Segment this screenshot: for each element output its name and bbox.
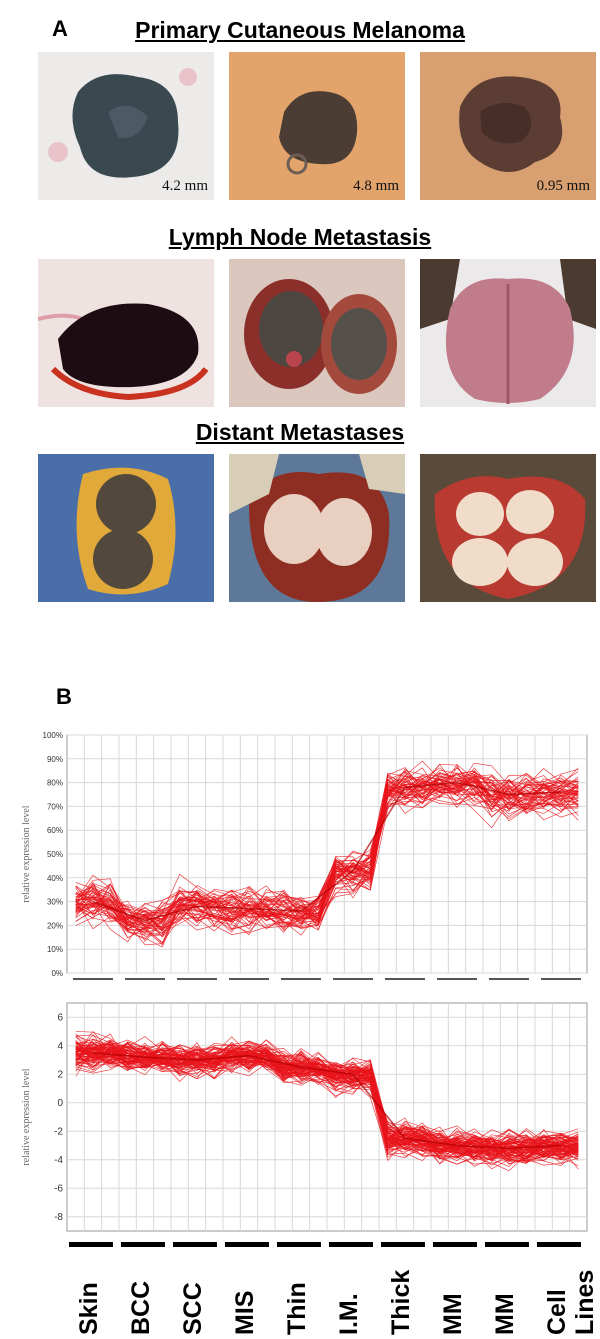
profile-line bbox=[75, 778, 579, 936]
profile-line bbox=[75, 1044, 579, 1161]
group-bar bbox=[69, 1242, 113, 1247]
photo-distant-2 bbox=[229, 454, 405, 602]
x-group-label: Thin bbox=[283, 1282, 311, 1335]
photo-distant-3-image bbox=[420, 454, 596, 602]
panel-a-letter: A bbox=[52, 16, 68, 41]
photo-lymph-3 bbox=[420, 259, 596, 407]
photo-lymph-1-image bbox=[38, 259, 214, 407]
photo-primary-2-image bbox=[229, 52, 405, 200]
profile-line bbox=[75, 790, 579, 948]
x-group-label: BCC bbox=[127, 1280, 155, 1335]
profile-line bbox=[75, 1035, 579, 1152]
y-axis-label: relative expression level bbox=[21, 1068, 32, 1165]
profile-line bbox=[75, 778, 579, 929]
chart-bottom-svg: 6 4 2 0 -2 -4 -6 -8 relative expression level bbox=[21, 1002, 588, 1232]
y-axis-label: relative expression level bbox=[21, 805, 32, 902]
photo-lymph-3-image bbox=[420, 259, 596, 407]
photo-distant-2-image bbox=[229, 454, 405, 602]
photo-lymph-2 bbox=[229, 259, 405, 407]
group-bar bbox=[173, 1242, 217, 1247]
photo-primary-1: 4.2 mm bbox=[38, 52, 214, 200]
y-tick-label: 100% bbox=[43, 731, 63, 740]
y-tick-label: 0 bbox=[57, 1098, 63, 1109]
section-title-primary: Primary Cutaneous Melanoma bbox=[135, 17, 465, 43]
y-tick-label: 80% bbox=[47, 779, 63, 788]
thickness-label-1: 4.2 mm bbox=[162, 178, 208, 194]
group-bar bbox=[225, 1242, 269, 1247]
y-tick-label: 4 bbox=[57, 1041, 63, 1052]
x-group-label: SCC bbox=[179, 1282, 207, 1335]
y-tick-label: 50% bbox=[47, 850, 63, 859]
chart-top-svg: 0% 10% 20% 30% 40% 50% 60% 70% 80% 90% 100% relativ… bbox=[21, 731, 588, 980]
y-tick-label: -8 bbox=[54, 1212, 63, 1223]
thickness-label-2: 4.8 mm bbox=[353, 178, 399, 194]
photo-primary-3: 0.95 mm bbox=[420, 52, 596, 200]
profile-line bbox=[75, 763, 579, 926]
y-tick-label: 60% bbox=[47, 826, 63, 835]
y-tick-label: -4 bbox=[54, 1155, 63, 1166]
profile-line bbox=[75, 1042, 579, 1161]
profile-line bbox=[75, 778, 579, 934]
x-group-label: MM bbox=[491, 1293, 519, 1335]
x-group-label: Thick bbox=[387, 1269, 415, 1335]
y-tick-label: 70% bbox=[47, 802, 63, 811]
profile-line bbox=[75, 762, 579, 928]
chart-top: 0% 10% 20% 30% 40% 50% 60% 70% 80% 90% 100% relativ… bbox=[0, 725, 600, 992]
photo-lymph-2-image bbox=[229, 259, 405, 407]
section-title-lymph: Lymph Node Metastasis bbox=[168, 224, 432, 250]
group-bar bbox=[277, 1242, 321, 1247]
group-bar bbox=[381, 1242, 425, 1247]
section-title-distant: Distant Metastases bbox=[195, 419, 405, 445]
profile-line bbox=[75, 780, 579, 923]
group-bar bbox=[537, 1242, 581, 1247]
y-tick-label: -2 bbox=[54, 1126, 63, 1137]
series-mean-line bbox=[92, 1052, 562, 1150]
photo-distant-1-image bbox=[38, 454, 214, 602]
y-tick-label: 0% bbox=[51, 969, 63, 978]
profile-line bbox=[75, 772, 579, 929]
thickness-label-3: 0.95 mm bbox=[536, 178, 590, 194]
group-bar bbox=[121, 1242, 165, 1247]
y-tick-label: 20% bbox=[47, 921, 63, 930]
x-group-label: Skin bbox=[75, 1282, 103, 1335]
profile-line bbox=[75, 1047, 579, 1165]
profile-line bbox=[75, 1051, 579, 1165]
photo-primary-2: 4.8 mm bbox=[229, 52, 405, 200]
profile-line bbox=[75, 785, 579, 943]
profile-line bbox=[75, 1046, 579, 1162]
panel-b-letter: B bbox=[56, 684, 72, 709]
photo-distant-3 bbox=[420, 454, 596, 602]
y-tick-label: 10% bbox=[47, 945, 63, 954]
y-tick-label: 90% bbox=[47, 755, 63, 764]
y-tick-label: 6 bbox=[57, 1012, 63, 1023]
photo-primary-3-image bbox=[420, 52, 596, 200]
x-group-label: Cell Lines bbox=[543, 1269, 599, 1335]
y-tick-label: 30% bbox=[47, 898, 63, 907]
photo-primary-1-image bbox=[38, 52, 214, 200]
y-tick-label: -6 bbox=[54, 1183, 63, 1194]
y-tick-label: 2 bbox=[57, 1069, 63, 1080]
x-group-label: MM bbox=[439, 1293, 467, 1335]
profile-line bbox=[75, 1042, 579, 1160]
photo-lymph-1 bbox=[38, 259, 214, 407]
group-bar bbox=[329, 1242, 373, 1247]
y-tick-label: 40% bbox=[47, 874, 63, 883]
series-mean-line bbox=[92, 781, 562, 922]
chart-bottom: 6 4 2 0 -2 -4 -6 -8 relative expression level bbox=[0, 995, 600, 1245]
group-bar bbox=[485, 1242, 529, 1247]
x-group-label: I.M. bbox=[335, 1293, 363, 1335]
photo-distant-1 bbox=[38, 454, 214, 602]
x-group-label: MIS bbox=[231, 1290, 259, 1335]
group-bar bbox=[433, 1242, 477, 1247]
profile-line bbox=[75, 773, 579, 929]
